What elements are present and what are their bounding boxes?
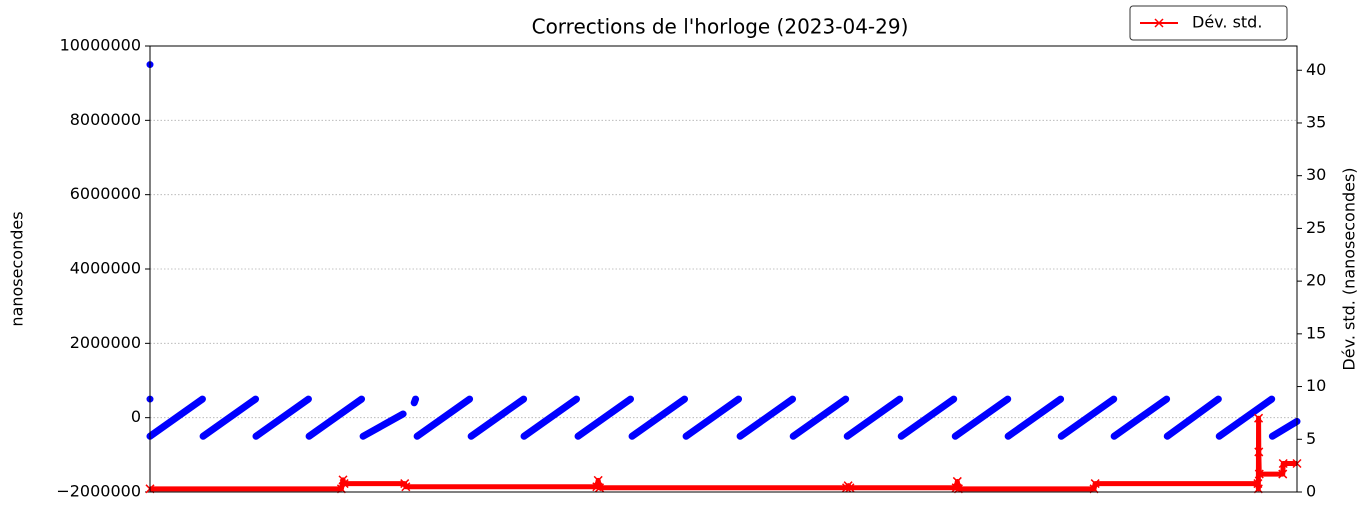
y2-tick-label: 25 (1306, 218, 1326, 237)
y2-tick-label: 0 (1306, 482, 1316, 501)
series-marker (1090, 479, 1100, 489)
series-marker (339, 479, 349, 489)
series-marker (593, 475, 603, 485)
y-axis-label: nanosecondes (8, 211, 27, 326)
series-marker (1278, 459, 1288, 469)
y2-tick-label: 30 (1306, 165, 1326, 184)
legend-label: Dév. std. (1192, 13, 1262, 32)
y2-tick-label: 10 (1306, 376, 1326, 395)
series-marker (1278, 469, 1288, 479)
y2-tick-label: 40 (1306, 60, 1326, 79)
y2-tick-label: 5 (1306, 429, 1316, 448)
series-marker (845, 483, 855, 493)
chart-title: Corrections de l'horloge (2023-04-29) (532, 15, 909, 39)
series-marker (952, 476, 962, 486)
y-tick-label: 10000000 (60, 36, 141, 55)
y-tick-label: 8000000 (70, 110, 141, 129)
y-tick-label: 0 (131, 407, 141, 426)
y-tick-label: 4000000 (70, 259, 141, 278)
legend-box (1129, 5, 1288, 41)
series-marker (1254, 447, 1264, 457)
y2-tick-label: 15 (1306, 323, 1326, 342)
y-tick-label: 2000000 (70, 333, 141, 352)
series-marker (595, 483, 605, 493)
y2-tick-label: 20 (1306, 271, 1326, 290)
y2-axis-label: Dév. std. (nanosecondes) (1340, 167, 1359, 370)
series-marker (401, 482, 411, 492)
y-tick-label: 6000000 (70, 184, 141, 203)
legend-marker (1154, 18, 1164, 28)
plot-frame (149, 45, 1298, 493)
series-marker (1254, 469, 1264, 479)
y2-tick-label: 35 (1306, 112, 1326, 131)
series-marker (1254, 413, 1264, 423)
y-tick-label: −2000000 (56, 482, 141, 501)
